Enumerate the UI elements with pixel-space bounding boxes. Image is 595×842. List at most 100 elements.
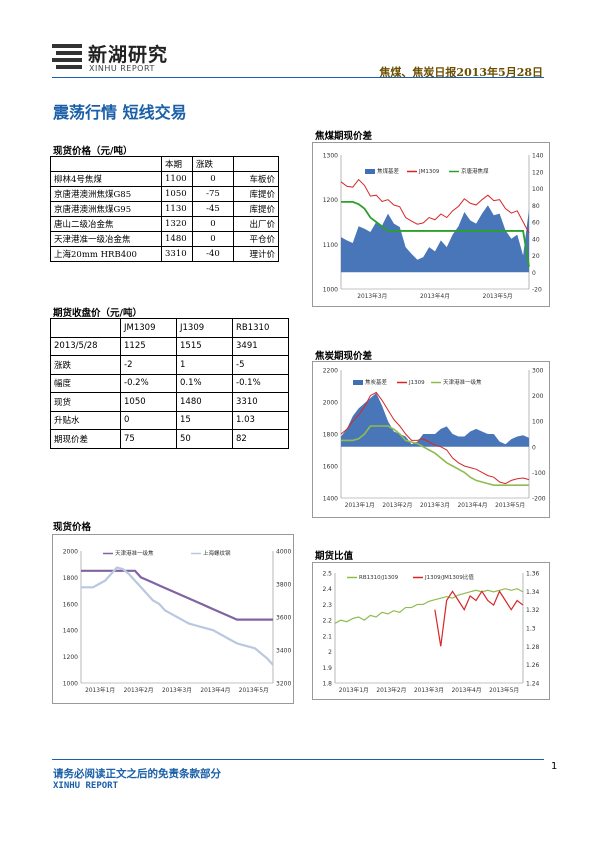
x-tick-label: 2013年1月: [339, 686, 369, 694]
table-cell: 上海20mm HRB400: [50, 246, 162, 262]
y-tick-right: 1.36: [526, 571, 540, 578]
y-tick-right: -100: [532, 470, 546, 477]
table-row: 涨跌 -2 1 -5: [50, 355, 289, 375]
x-tick-label: 2013年5月: [483, 292, 513, 300]
table-cell: 涨跌: [50, 355, 121, 375]
x-tick-label: 2013年2月: [382, 501, 412, 509]
x-tick-label: 2013年4月: [200, 686, 230, 694]
y-tick-left: 1000: [63, 681, 78, 688]
x-tick-label: 2013年4月: [420, 292, 450, 300]
x-tick-label: 2013年3月: [357, 292, 387, 300]
table-cell: 涨跌: [192, 156, 234, 172]
legend-label: J1309: [408, 380, 425, 386]
futures-close-title: 期货收盘价（元/吨）: [53, 308, 142, 319]
y-tick-right: 1.26: [526, 662, 540, 669]
table-cell: 出厂价: [233, 216, 279, 232]
y-tick-right: 1.28: [526, 644, 540, 651]
y-tick-left: 2200: [323, 368, 338, 375]
spot-price-table: 本期 涨跌 柳林4号焦煤 1100 0 车板价 京唐港澳洲焦煤G85 1050 -75 库提…: [50, 156, 279, 262]
table-row: 2013/5/28 1125 1515 3491: [50, 336, 289, 356]
y-tick-left: 2.4: [322, 586, 332, 593]
table-cell: 库提价: [233, 201, 279, 217]
legend-label: 天津港准一级焦: [115, 549, 154, 557]
table-cell: 升贴水: [50, 410, 121, 430]
table-cell: 82: [232, 429, 289, 449]
table-cell: 3310: [232, 392, 289, 412]
futures-close-table: JM1309 J1309 RB1310 2013/5/28 1125 1515 349…: [50, 318, 289, 449]
y-tick-left: 1600: [63, 601, 78, 608]
table-cell: 京唐港澳洲焦煤G85: [50, 186, 162, 202]
y-tick-right: 3800: [276, 582, 291, 589]
y-tick-left: 1.8: [322, 681, 332, 688]
table-cell: 50: [176, 429, 233, 449]
x-tick-label: 2013年3月: [162, 686, 192, 694]
table-cell: 0: [120, 410, 177, 430]
footer-disclaimer: 请务必阅读正文之后的免责条款部分: [53, 768, 221, 780]
y-tick-left: 1600: [323, 464, 338, 471]
y-tick-right: 1.34: [526, 589, 540, 596]
table-cell: -0.2%: [120, 373, 177, 393]
y-tick-right: 200: [532, 393, 544, 400]
logo: 新湖研究 XINHU REPORT: [52, 40, 182, 74]
chart-coking-coal-basis: 1300 1200 1100 1000 140 120 100 80 60 40 20 0 -20 201…: [312, 142, 550, 307]
series-line-futures: [340, 391, 530, 485]
table-cell: J1309: [176, 318, 233, 338]
y-tick-left: 1100: [323, 242, 338, 249]
table-cell: [50, 156, 162, 172]
series-line-j_jm: [434, 590, 524, 647]
y-tick-right: 1.3: [526, 626, 536, 633]
table-row: 现货 1050 1480 3310: [50, 392, 289, 412]
x-tick-label: 2013年1月: [85, 686, 115, 694]
logo-cn: 新湖研究: [88, 44, 169, 66]
table-cell: 1515: [176, 336, 233, 356]
table-cell: 1480: [161, 231, 193, 247]
chart-title-ratio: 期货比值: [315, 551, 354, 562]
table-cell: 2013/5/28: [50, 336, 121, 356]
y-tick-left: 1800: [323, 432, 338, 439]
y-tick-left: 2.1: [322, 633, 332, 640]
table-cell: 柳林4号焦煤: [50, 171, 162, 187]
table-cell: 1480: [176, 392, 233, 412]
x-tick-label: 2013年5月: [489, 686, 519, 694]
table-cell: 唐山二级冶金焦: [50, 216, 162, 232]
legend-label: RB1310/J1309: [359, 575, 399, 581]
logo-mark-icon: [52, 44, 82, 69]
legend-swatch: [353, 380, 363, 385]
table-cell: -45: [192, 201, 234, 217]
y-tick-left: 1000: [323, 287, 338, 294]
table-cell: 0: [192, 216, 234, 232]
legend-label: J1309/JM1309比值: [424, 573, 474, 581]
table-cell: 0: [192, 231, 234, 247]
y-tick-left: 1300: [323, 153, 338, 160]
x-tick-label: 2013年1月: [345, 501, 375, 509]
y-tick-right: 80: [532, 203, 540, 210]
series-area-basis: [341, 393, 529, 447]
footer-rule: [52, 759, 544, 760]
table-cell: -2: [120, 355, 177, 375]
table-cell: 车板价: [233, 171, 279, 187]
y-tick-left: 1400: [323, 496, 338, 503]
table-row: 京唐港澳洲焦煤G95 1130 -45 库提价: [50, 201, 279, 217]
y-tick-right: 0: [532, 444, 536, 451]
table-cell: 15: [176, 410, 233, 430]
x-tick-label: 2013年3月: [420, 501, 450, 509]
table-cell: 天津港准一级冶金焦: [50, 231, 162, 247]
y-tick-right: 300: [532, 368, 544, 375]
y-tick-right: 3200: [276, 681, 291, 688]
y-tick-right: 120: [532, 169, 544, 176]
y-tick-right: -200: [532, 496, 546, 503]
table-row: 期现价差 75 50 82: [50, 429, 289, 449]
y-tick-left: 1800: [63, 575, 78, 582]
page-number: 1: [551, 761, 558, 772]
y-tick-right: 3600: [276, 615, 291, 622]
legend-label: 天津港准一级焦: [443, 378, 482, 386]
table-cell: [233, 156, 279, 172]
y-tick-left: 2.5: [322, 571, 332, 578]
table-cell: -75: [192, 186, 234, 202]
y-tick-left: 2000: [63, 549, 78, 556]
table-cell: 平仓价: [233, 231, 279, 247]
y-tick-left: 1400: [63, 628, 78, 635]
legend-label: 上海螺纹钢: [203, 549, 231, 557]
chart-spot-prices: 2000 1800 1600 1400 1200 1000 4000 3800 3600 3400…: [52, 534, 294, 704]
y-tick-right: 0: [532, 270, 536, 277]
